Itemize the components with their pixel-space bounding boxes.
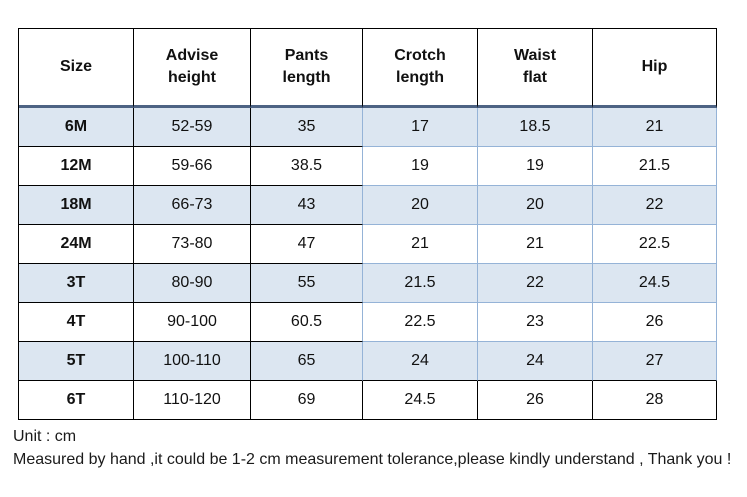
unit-note: Unit : cm: [13, 428, 77, 445]
value-cell: 24: [363, 342, 478, 381]
value-cell: 22.5: [593, 225, 717, 264]
size-cell: 6T: [19, 381, 134, 420]
header-row: Size Advise height Pants length Crotch l…: [19, 29, 717, 108]
value-cell: 52-59: [134, 108, 251, 147]
table-row: 6M 52-59 35 17 18.5 21: [19, 108, 717, 147]
table-row: 6T 110-120 69 24.5 26 28: [19, 381, 717, 420]
table-row: 3T 80-90 55 21.5 22 24.5: [19, 264, 717, 303]
table-row: 5T 100-110 65 24 24 27: [19, 342, 717, 381]
value-cell: 90-100: [134, 303, 251, 342]
value-cell: 23: [478, 303, 593, 342]
value-cell: 65: [251, 342, 363, 381]
size-cell: 12M: [19, 147, 134, 186]
value-cell: 21.5: [363, 264, 478, 303]
value-cell: 55: [251, 264, 363, 303]
value-cell: 18.5: [478, 108, 593, 147]
value-cell: 100-110: [134, 342, 251, 381]
value-cell: 22: [593, 186, 717, 225]
value-cell: 21.5: [593, 147, 717, 186]
size-cell: 5T: [19, 342, 134, 381]
value-cell: 27: [593, 342, 717, 381]
size-cell: 3T: [19, 264, 134, 303]
value-cell: 60.5: [251, 303, 363, 342]
value-cell: 35: [251, 108, 363, 147]
value-cell: 22: [478, 264, 593, 303]
value-cell: 21: [363, 225, 478, 264]
value-cell: 43: [251, 186, 363, 225]
value-cell: 47: [251, 225, 363, 264]
value-cell: 26: [593, 303, 717, 342]
table-row: 24M 73-80 47 21 21 22.5: [19, 225, 717, 264]
value-cell: 22.5: [363, 303, 478, 342]
value-cell: 59-66: [134, 147, 251, 186]
table-row: 4T 90-100 60.5 22.5 23 26: [19, 303, 717, 342]
value-cell: 20: [363, 186, 478, 225]
value-cell: 19: [478, 147, 593, 186]
column-header-size: Size: [19, 29, 134, 108]
size-cell: 24M: [19, 225, 134, 264]
table-row: 12M 59-66 38.5 19 19 21.5: [19, 147, 717, 186]
value-cell: 20: [478, 186, 593, 225]
column-header-waist-flat: Waist flat: [478, 29, 593, 108]
column-header-advise-height: Advise height: [134, 29, 251, 108]
value-cell: 66-73: [134, 186, 251, 225]
value-cell: 26: [478, 381, 593, 420]
size-chart-table: Size Advise height Pants length Crotch l…: [18, 28, 717, 420]
value-cell: 38.5: [251, 147, 363, 186]
value-cell: 69: [251, 381, 363, 420]
value-cell: 28: [593, 381, 717, 420]
value-cell: 24.5: [593, 264, 717, 303]
value-cell: 17: [363, 108, 478, 147]
column-header-pants-length: Pants length: [251, 29, 363, 108]
column-header-crotch-length: Crotch length: [363, 29, 478, 108]
value-cell: 24.5: [363, 381, 478, 420]
table-body: 6M 52-59 35 17 18.5 21 12M 59-66 38.5 19 19 21.5 18M…: [19, 108, 717, 420]
tolerance-note: Measured by hand ,it could be 1-2 cm mea…: [13, 451, 732, 468]
value-cell: 110-120: [134, 381, 251, 420]
value-cell: 19: [363, 147, 478, 186]
column-header-hip: Hip: [593, 29, 717, 108]
value-cell: 21: [593, 108, 717, 147]
value-cell: 24: [478, 342, 593, 381]
value-cell: 80-90: [134, 264, 251, 303]
value-cell: 21: [478, 225, 593, 264]
footer-notes: Unit : cm Measured by hand ,it could be …: [13, 428, 747, 469]
size-cell: 4T: [19, 303, 134, 342]
table-row: 18M 66-73 43 20 20 22: [19, 186, 717, 225]
size-cell: 18M: [19, 186, 134, 225]
value-cell: 73-80: [134, 225, 251, 264]
size-cell: 6M: [19, 108, 134, 147]
